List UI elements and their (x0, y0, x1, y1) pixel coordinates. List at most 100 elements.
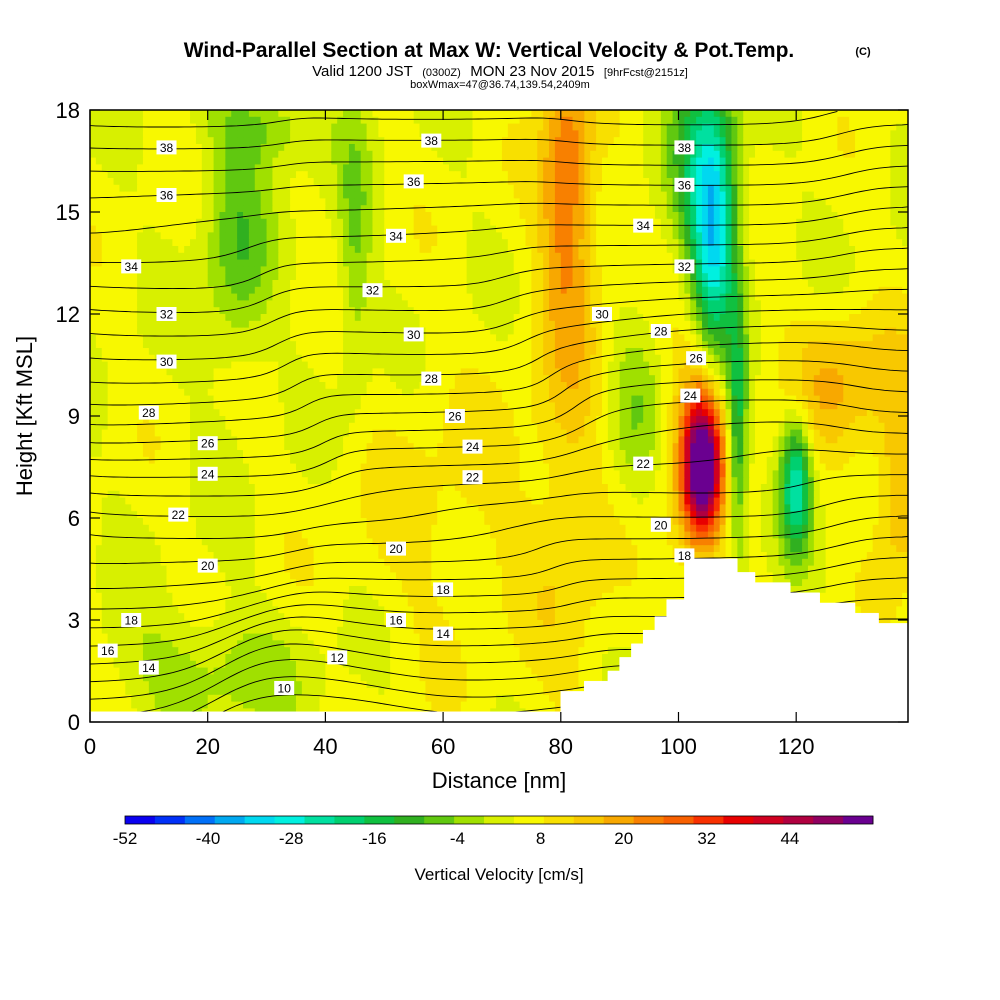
velocity-cell (390, 314, 397, 322)
velocity-cell (460, 205, 468, 213)
velocity-cell (295, 293, 303, 301)
velocity-cell (637, 273, 644, 281)
velocity-cell (531, 218, 538, 227)
velocity-cell (902, 341, 908, 349)
velocity-cell (113, 286, 121, 295)
velocity-cell (172, 280, 179, 288)
velocity-cell (425, 164, 432, 172)
velocity-cell (660, 212, 668, 220)
velocity-cell (207, 171, 215, 179)
velocity-cell (284, 327, 291, 335)
velocity-cell (849, 218, 856, 227)
velocity-cell (766, 273, 774, 281)
velocity-cell (719, 184, 727, 193)
velocity-cell (184, 130, 191, 138)
velocity-cell (855, 314, 862, 322)
velocity-cell (260, 300, 268, 308)
velocity-cell (625, 116, 633, 125)
velocity-cell (243, 320, 250, 329)
valid-time-line: Valid 1200 JST (0300Z) MON 23 Nov 2015 [… (312, 63, 688, 80)
velocity-cell (525, 266, 532, 274)
velocity-cell (90, 327, 97, 335)
velocity-cell (172, 300, 179, 308)
velocity-cell (295, 225, 303, 233)
velocity-cell (437, 320, 444, 329)
velocity-cell (137, 307, 144, 315)
velocity-cell (343, 164, 350, 172)
velocity-cell (619, 327, 627, 335)
velocity-cell (101, 218, 109, 227)
velocity-cell (796, 266, 803, 274)
velocity-cell (354, 137, 362, 145)
velocity-cell (254, 130, 262, 138)
velocity-cell (543, 137, 550, 145)
velocity-cell (531, 150, 538, 159)
velocity-cell (778, 266, 786, 274)
velocity-cell (531, 259, 538, 267)
velocity-cell (749, 137, 756, 145)
velocity-cell (743, 239, 750, 247)
velocity-cell (672, 246, 680, 254)
velocity-cell (531, 130, 538, 138)
velocity-cell (890, 293, 897, 301)
velocity-cell (731, 252, 738, 261)
velocity-cell (631, 273, 638, 281)
velocity-cell (660, 239, 668, 247)
velocity-cell (295, 314, 303, 322)
velocity-cell (331, 280, 338, 288)
velocity-cell (525, 205, 532, 213)
velocity-cell (425, 252, 432, 261)
velocity-cell (560, 171, 568, 179)
velocity-cell (443, 300, 450, 308)
velocity-cell (401, 273, 409, 281)
velocity-cell (401, 130, 409, 138)
velocity-cell (142, 225, 150, 233)
velocity-cell (501, 293, 509, 301)
velocity-cell (855, 137, 862, 145)
velocity-cell (166, 246, 173, 254)
velocity-cell (625, 198, 633, 206)
velocity-cell (625, 150, 633, 159)
velocity-cell (90, 300, 97, 308)
velocity-cell (743, 191, 750, 199)
velocity-cell (554, 110, 562, 118)
velocity-cell (860, 130, 868, 138)
velocity-cell (566, 130, 574, 138)
velocity-cell (896, 259, 903, 267)
velocity-cell (519, 157, 527, 165)
velocity-cell (142, 191, 150, 199)
velocity-cell (525, 157, 532, 165)
velocity-cell (466, 150, 474, 159)
velocity-cell (195, 307, 203, 315)
velocity-cell (860, 184, 868, 193)
velocity-cell (113, 334, 121, 342)
velocity-cell (572, 341, 580, 349)
velocity-cell (696, 184, 703, 193)
velocity-cell (207, 307, 215, 315)
velocity-cell (802, 171, 809, 179)
velocity-cell (148, 225, 156, 233)
velocity-cell (284, 293, 291, 301)
velocity-cell (295, 212, 303, 220)
velocity-cell (237, 137, 244, 145)
velocity-cell (231, 218, 238, 227)
velocity-cell (390, 212, 397, 220)
velocity-cell (407, 150, 415, 159)
velocity-cell (237, 212, 244, 220)
velocity-cell (537, 150, 544, 159)
velocity-cell (590, 239, 597, 247)
velocity-cell (331, 341, 338, 349)
velocity-cell (713, 300, 721, 308)
velocity-cell (843, 293, 850, 301)
velocity-cell (472, 116, 479, 125)
velocity-cell (878, 110, 886, 118)
velocity-cell (719, 266, 727, 274)
velocity-cell (348, 266, 356, 274)
velocity-cell (190, 327, 197, 335)
velocity-cell (190, 300, 197, 308)
velocity-cell (596, 334, 603, 342)
velocity-cell (319, 320, 326, 329)
velocity-cell (343, 184, 350, 193)
velocity-cell (396, 280, 403, 288)
velocity-cell (754, 218, 762, 227)
